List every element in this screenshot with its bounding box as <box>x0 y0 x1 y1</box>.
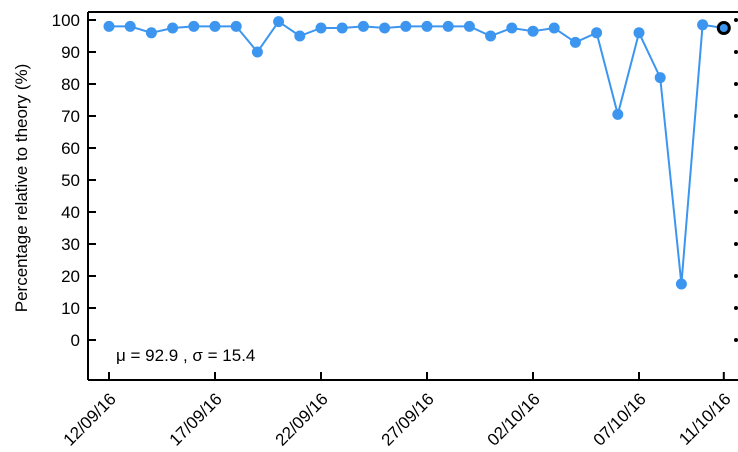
x-tick-label: 07/10/16 <box>590 389 650 449</box>
y-tick-label: 40 <box>61 203 80 222</box>
x-tick-label: 22/09/16 <box>272 389 332 449</box>
y-tick-label: 90 <box>61 43 80 62</box>
y-tick-label: 70 <box>61 107 80 126</box>
right-tick-mark <box>734 274 738 278</box>
data-point <box>209 20 221 32</box>
x-tick-label: 17/09/16 <box>166 389 226 449</box>
right-axis-ticks <box>734 18 738 342</box>
data-point <box>251 46 263 58</box>
data-point <box>167 22 179 34</box>
x-ticks: 12/09/16 17/09/16 22/09/16 27/09/16 02/10/16… <box>60 372 735 450</box>
data-point <box>336 22 348 34</box>
right-tick-mark <box>734 338 738 342</box>
data-point <box>145 27 157 39</box>
right-tick-mark <box>734 242 738 246</box>
data-point <box>591 27 603 39</box>
data-point <box>421 20 433 32</box>
stats-annotation: μ = 92.9 , σ = 15.4 <box>116 346 255 365</box>
right-tick-mark <box>734 50 738 54</box>
y-tick-label: 50 <box>61 171 80 190</box>
data-point <box>315 22 327 34</box>
x-tick-label: 02/10/16 <box>484 389 544 449</box>
data-point <box>548 22 560 34</box>
data-point <box>400 20 412 32</box>
y-tick-label: 30 <box>61 235 80 254</box>
data-point <box>527 25 539 37</box>
right-tick-mark <box>734 210 738 214</box>
y-ticks: 0 10 20 30 40 50 60 70 80 90 100 <box>52 11 96 350</box>
data-point <box>294 30 306 42</box>
data-point <box>675 278 687 290</box>
y-tick-label: 20 <box>61 267 80 286</box>
data-point <box>506 22 518 34</box>
data-point <box>654 72 666 84</box>
data-point <box>485 30 497 42</box>
y-axis-title: Percentage relative to theory (%) <box>12 64 31 313</box>
right-tick-mark <box>734 178 738 182</box>
data-point <box>103 20 115 32</box>
right-tick-mark <box>734 114 738 118</box>
right-tick-mark <box>734 18 738 22</box>
data-point <box>379 22 391 34</box>
series-layer <box>103 16 731 290</box>
data-point <box>697 19 709 31</box>
data-point <box>188 20 200 32</box>
x-tick-label: 11/10/16 <box>675 389 734 448</box>
highlighted-data-point <box>716 21 731 35</box>
data-point <box>124 20 136 32</box>
data-point <box>633 27 645 39</box>
data-point <box>463 20 475 32</box>
x-tick-label: 27/09/16 <box>378 389 438 449</box>
y-tick-label: 0 <box>71 331 80 350</box>
y-tick-label: 80 <box>61 75 80 94</box>
right-tick-mark <box>734 306 738 310</box>
data-point <box>569 36 581 48</box>
plot-frame <box>87 11 738 381</box>
right-tick-mark <box>734 82 738 86</box>
data-point <box>357 20 369 32</box>
data-point <box>442 20 454 32</box>
x-tick-label: 12/09/16 <box>60 389 120 449</box>
data-point <box>612 108 624 120</box>
data-point <box>230 20 242 32</box>
y-tick-label: 60 <box>61 139 80 158</box>
data-point <box>273 16 285 28</box>
y-tick-label: 10 <box>61 299 80 318</box>
right-tick-mark <box>734 146 738 150</box>
series-line <box>109 20 724 285</box>
y-tick-label: 100 <box>52 11 80 30</box>
